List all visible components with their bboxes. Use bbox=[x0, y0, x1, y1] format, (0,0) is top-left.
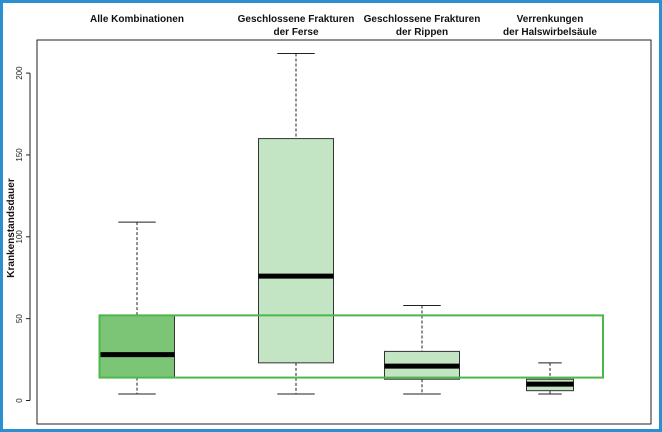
category-labels: Alle Kombinationen Geschlossene Frakturen… bbox=[90, 14, 597, 38]
box-4 bbox=[526, 362, 574, 395]
box-body bbox=[99, 314, 175, 379]
box-body bbox=[258, 138, 334, 364]
y-tick-label: 50 bbox=[15, 314, 24, 323]
reference-band-layer bbox=[98, 314, 604, 379]
box-1 bbox=[99, 221, 175, 395]
category-label: Geschlossene Frakturen der Ferse bbox=[238, 14, 355, 38]
y-axis-label: Krankenstandsdauer bbox=[6, 178, 17, 278]
y-tick-label: 100 bbox=[15, 230, 24, 244]
plot-area bbox=[36, 39, 652, 425]
y-tick-label: 0 bbox=[15, 398, 24, 403]
category-label: Verrenkungen der Halswirbelsäule bbox=[503, 14, 597, 38]
category-label: Geschlossene Frakturen der Rippen bbox=[364, 14, 481, 38]
box-2 bbox=[258, 52, 334, 395]
reference-band bbox=[98, 314, 604, 379]
box-series bbox=[99, 52, 574, 395]
box-3 bbox=[384, 305, 460, 395]
y-tick-label: 200 bbox=[15, 66, 24, 80]
category-label: Alle Kombinationen bbox=[90, 14, 184, 25]
y-tick-label: 150 bbox=[15, 148, 24, 162]
y-axis: 0 50 100 150 200 bbox=[15, 66, 31, 403]
